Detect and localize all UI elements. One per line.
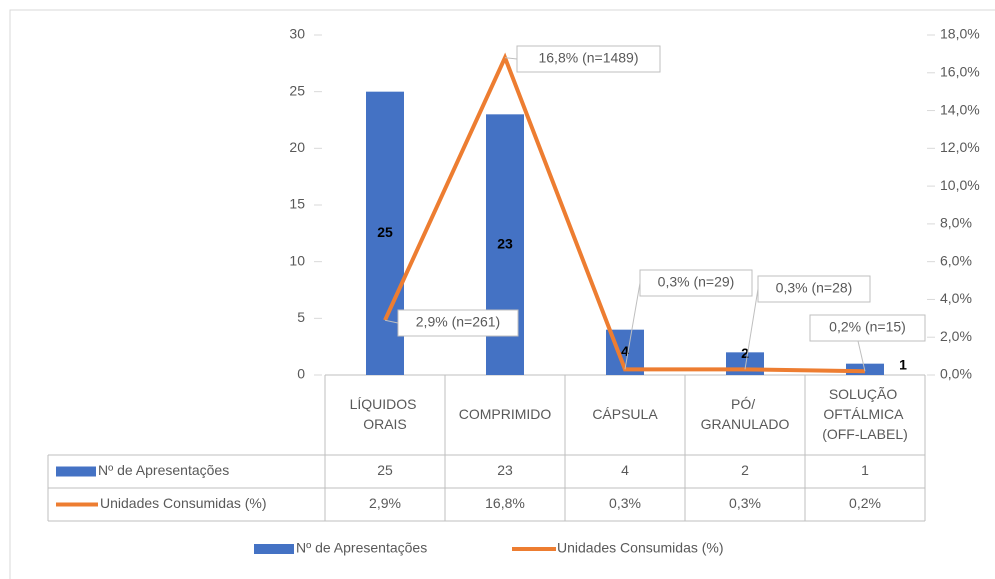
callout-box	[516, 45, 661, 73]
y-tick-label: 10	[289, 252, 305, 268]
table-series-name: Nº de Apresentações	[98, 462, 229, 478]
category-label: COMPRIMIDO	[459, 406, 552, 422]
table-cell: 1	[861, 462, 869, 478]
bar-value-label: 23	[497, 235, 513, 251]
bar-value-label: 1	[899, 356, 907, 372]
legend-key	[254, 544, 294, 554]
bar-value-label: 2	[741, 345, 749, 361]
table-cell: 25	[377, 462, 393, 478]
line-value-label: 0,2% (n=15)	[829, 319, 906, 335]
callout-leader	[744, 288, 759, 370]
y2-tick-label: 10,0%	[940, 177, 980, 193]
line-value-label: 0,3% (n=28)	[776, 280, 853, 296]
legend-label: Unidades Consumidas (%)	[557, 540, 724, 556]
line-value-label: 2,9% (n=261)	[416, 314, 500, 330]
legend-label: Nº de Apresentações	[296, 540, 427, 556]
table-cell: 0,3%	[609, 495, 641, 511]
y2-tick-label: 14,0%	[940, 101, 980, 117]
y-tick-label: 15	[289, 196, 305, 212]
y2-tick-label: 8,0%	[940, 215, 972, 231]
y-tick-label: 30	[289, 26, 305, 42]
y-tick-label: 5	[297, 309, 305, 325]
table-cell: 2,9%	[369, 495, 401, 511]
category-label: CÁPSULA	[592, 406, 658, 422]
line-value-label: 0,3% (n=29)	[658, 274, 735, 290]
callout-leader	[504, 57, 518, 60]
callout-box	[757, 275, 871, 303]
bar-value-label: 25	[377, 224, 393, 240]
callout-leader	[384, 319, 399, 324]
y2-tick-label: 2,0%	[940, 328, 972, 344]
table-cell: 4	[621, 462, 629, 478]
y-tick-label: 0	[297, 366, 305, 382]
table-series-name: Unidades Consumidas (%)	[100, 495, 267, 511]
y2-tick-label: 16,0%	[940, 63, 980, 79]
y-tick-label: 25	[289, 82, 305, 98]
category-label: LÍQUIDOS ORAIS	[350, 396, 421, 432]
y2-tick-label: 0,0%	[940, 366, 972, 382]
callout-box	[639, 269, 753, 297]
table-cell: 0,2%	[849, 495, 881, 511]
table-legend-key	[56, 466, 96, 477]
callout-box	[397, 309, 519, 337]
category-label: SOLUÇÃO OFTÁLMICA (OFF-LABEL)	[822, 386, 908, 442]
table-cell: 16,8%	[485, 495, 525, 511]
table-cell: 23	[497, 462, 513, 478]
callout-box	[809, 314, 926, 342]
y2-tick-label: 18,0%	[940, 26, 980, 42]
y-tick-label: 20	[289, 139, 305, 155]
callout-leader	[624, 282, 641, 370]
y2-tick-label: 12,0%	[940, 139, 980, 155]
table-cell: 2	[741, 462, 749, 478]
y2-tick-label: 4,0%	[940, 290, 972, 306]
line-value-label: 16,8% (n=1489)	[538, 50, 638, 66]
category-label: PÓ/ GRANULADO	[701, 396, 790, 432]
y2-tick-label: 6,0%	[940, 252, 972, 268]
bar-value-label: 4	[621, 343, 629, 359]
table-cell: 0,3%	[729, 495, 761, 511]
